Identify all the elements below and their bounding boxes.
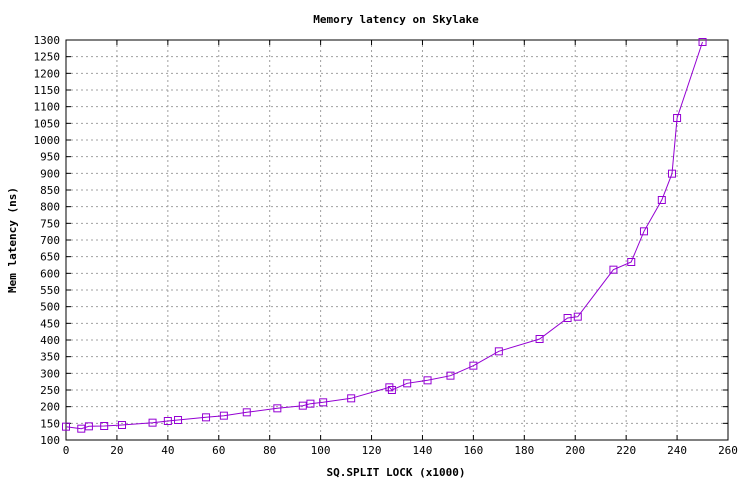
x-tick-label: 260 (718, 444, 738, 457)
y-tick-label: 950 (40, 151, 60, 164)
data-point-marker (84, 422, 93, 431)
data-point-marker (174, 416, 183, 424)
data-point-marker (319, 398, 328, 407)
x-tick-label: 200 (565, 444, 585, 457)
y-tick-label: 800 (40, 201, 60, 214)
data-point-marker (494, 347, 503, 356)
y-tick-label: 500 (40, 301, 60, 314)
y-tick-label: 450 (40, 317, 60, 330)
x-tick-label: 220 (616, 444, 636, 457)
data-point-marker (242, 408, 251, 417)
y-tick-label: 550 (40, 284, 60, 297)
data-point-marker (298, 401, 307, 410)
data-point-marker (423, 376, 432, 385)
x-axis-tick-labels: 0 20 40 60 80 100 120 140 160 180 200 220 240 260 (63, 444, 738, 457)
x-axis-label: SQ.SPLIT LOCK (x1000) (326, 466, 465, 479)
y-tick-label: 1300 (34, 34, 61, 47)
series-line (65, 41, 703, 430)
chart-title: Memory latency on Skylake (313, 13, 479, 26)
x-tick-label: 140 (413, 444, 433, 457)
data-point-marker (657, 196, 666, 204)
data-point-marker (219, 411, 228, 420)
y-tick-label: 1150 (34, 84, 61, 97)
y-tick-label: 350 (40, 351, 60, 364)
data-point-marker (469, 361, 478, 370)
x-tick-label: 160 (463, 444, 483, 457)
data-point-marker (698, 38, 707, 46)
data-point-marker (100, 422, 109, 430)
y-axis-tick-labels: 100 150 200 250 300 350 400 450 500 550 600 650 700 7… (34, 34, 61, 447)
y-tick-label: 1000 (34, 134, 61, 147)
data-point-marker (627, 258, 636, 266)
x-tick-label: 180 (514, 444, 534, 457)
data-point-marker (62, 422, 70, 431)
series-markers (62, 38, 707, 433)
y-tick-label: 850 (40, 184, 60, 197)
y-tick-label: 700 (40, 234, 60, 247)
data-point-marker (306, 399, 315, 408)
y-axis-label: Mem latency (ns) (6, 187, 19, 293)
data-point-marker (573, 312, 582, 321)
x-tick-label: 120 (362, 444, 382, 457)
y-tick-label: 750 (40, 217, 60, 230)
y-tick-label: 600 (40, 267, 60, 280)
y-tick-label: 300 (40, 367, 60, 380)
data-point-marker (403, 379, 412, 388)
data-point-marker (609, 265, 618, 274)
y-tick-label: 100 (40, 434, 60, 447)
data-point-marker (77, 424, 86, 433)
data-point-marker (273, 404, 282, 413)
data-point-marker (667, 169, 676, 178)
x-tick-label: 240 (667, 444, 687, 457)
x-tick-label: 20 (110, 444, 123, 457)
y-tick-label: 400 (40, 334, 60, 347)
x-tick-label: 80 (263, 444, 276, 457)
data-point-marker (202, 413, 211, 422)
y-tick-label: 1100 (34, 101, 61, 114)
data-point-marker (385, 383, 394, 392)
x-tick-label: 40 (161, 444, 174, 457)
data-point-marker (118, 421, 127, 429)
data-point-marker (673, 114, 682, 122)
x-tick-label: 100 (311, 444, 331, 457)
y-tick-label: 1200 (34, 67, 61, 80)
y-tick-label: 650 (40, 251, 60, 264)
y-tick-label: 250 (40, 384, 60, 397)
grid-lines (66, 40, 728, 440)
data-point-marker (563, 314, 572, 322)
x-tick-label: 60 (212, 444, 225, 457)
y-tick-label: 200 (40, 401, 60, 414)
data-point-marker (347, 394, 356, 403)
y-tick-label: 1250 (34, 51, 61, 64)
data-point-marker (446, 371, 455, 380)
x-tick-label: 0 (63, 444, 70, 457)
data-point-marker (639, 227, 648, 236)
y-tick-label: 900 (40, 167, 60, 180)
y-tick-label: 150 (40, 417, 60, 430)
y-tick-label: 1050 (34, 117, 61, 130)
data-point-marker (387, 386, 396, 394)
data-point-marker (148, 418, 157, 427)
data-point-marker (163, 417, 172, 425)
data-point-marker (535, 335, 544, 343)
axis-ticks (65, 39, 729, 441)
